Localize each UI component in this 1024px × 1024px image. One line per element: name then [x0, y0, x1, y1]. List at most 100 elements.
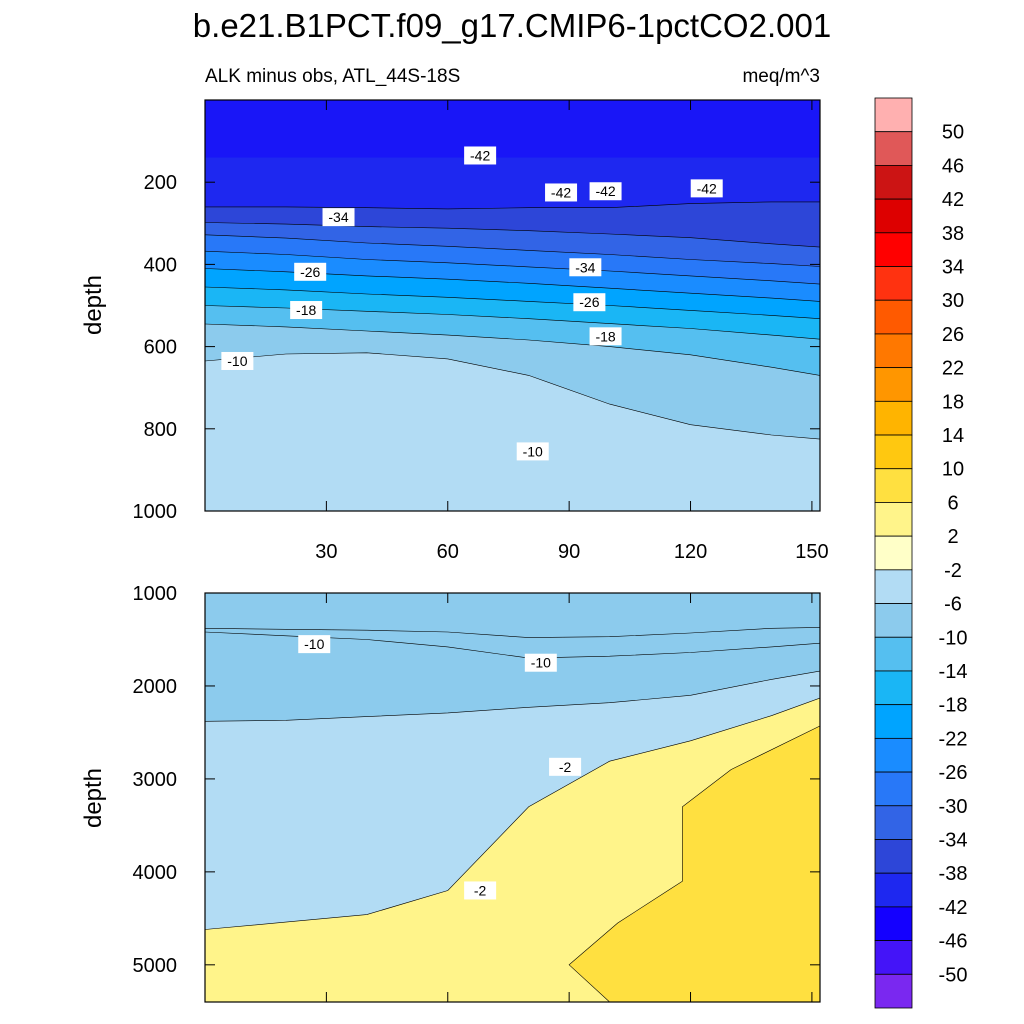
contour-label-text: -2 — [559, 759, 572, 775]
colorbar-label: 22 — [942, 358, 964, 380]
colorbar-label: -34 — [939, 829, 968, 851]
contour-label-text: -42 — [595, 183, 615, 199]
contour-label-text: -18 — [595, 328, 615, 344]
y-tick-label: 800 — [144, 419, 177, 441]
colorbar-swatch — [874, 569, 913, 604]
contour-fill-band — [205, 100, 820, 209]
contour-label: -34 — [569, 258, 602, 277]
contour-label: -42 — [464, 146, 497, 165]
colorbar-label: -14 — [939, 661, 968, 683]
colorbar-swatch — [874, 468, 913, 503]
y-tick-label: 1000 — [133, 583, 178, 605]
contour-label-text: -42 — [551, 184, 571, 200]
contour-label: -34 — [322, 208, 355, 227]
y-tick-label: 600 — [144, 337, 177, 359]
contour-line — [205, 697, 820, 930]
contour-fill-band — [205, 100, 820, 158]
colorbar-label: -18 — [939, 695, 968, 717]
contour-label: -10 — [524, 653, 557, 672]
contour-label-text: -18 — [296, 302, 316, 318]
colorbar-label: 26 — [942, 324, 964, 346]
lower-contour-fills — [205, 593, 820, 1002]
colorbar-swatch — [874, 805, 913, 840]
y-tick-label: 1000 — [133, 501, 178, 523]
colorbar: 50 46 42 38 34 30 26 22 18 14 10 6 2 -2 -6 -10 -14 -18 -22… — [874, 97, 968, 1009]
colorbar-swatch — [874, 502, 913, 537]
upper-panel-left-title: ALK minus obs, ATL_44S-18S — [205, 66, 460, 87]
contour-label-text: -10 — [523, 443, 543, 459]
contour-label-text: -26 — [579, 294, 599, 310]
contour-line — [205, 670, 820, 722]
upper-contour-labels: -42 -42 -42 -42 -34 -34 -26 -26 -18 -18 -10 -10 — [221, 146, 723, 461]
upper-axis-ticks: 200 400 600 800 1000 30 60 90 120 150 — [133, 100, 829, 563]
colorbar-swatch — [874, 737, 913, 773]
figure-title: b.e21.B1PCT.f09_g17.CMIP6-1pctCO2.001 — [193, 7, 831, 44]
contour-line — [205, 352, 820, 440]
colorbar-swatch — [874, 266, 913, 301]
upper-contour-fills — [205, 100, 820, 511]
contour-line — [205, 222, 820, 248]
colorbar-label: -42 — [939, 897, 968, 919]
colorbar-label: -22 — [939, 728, 968, 750]
contour-label-text: -2 — [474, 882, 487, 898]
colorbar-swatch — [874, 771, 913, 807]
colorbar-swatch — [874, 97, 913, 133]
contour-label-text: -26 — [300, 264, 320, 280]
colorbar-label: 34 — [942, 257, 964, 279]
contour-line — [205, 323, 820, 376]
contour-line — [568, 725, 820, 1002]
colorbar-label: 38 — [942, 223, 964, 245]
contour-fill-band — [569, 725, 820, 1002]
colorbar-label: 6 — [947, 492, 958, 514]
contour-label-text: -42 — [697, 180, 717, 196]
contour-label: -10 — [221, 351, 254, 370]
colorbar-label: -30 — [939, 796, 968, 818]
contour-line — [205, 201, 820, 210]
colorbar-swatch — [874, 333, 913, 369]
lower-plot-frame — [204, 592, 821, 1003]
colorbar-label: -50 — [939, 964, 968, 986]
lower-y-axis-label: depth — [80, 768, 107, 828]
colorbar-swatch — [874, 636, 913, 672]
upper-contour-lines — [205, 201, 820, 440]
contour-label: -18 — [589, 327, 622, 346]
colorbar-swatch — [874, 165, 913, 200]
contour-label: -2 — [549, 757, 582, 776]
colorbar-swatch — [874, 131, 913, 166]
colorbar-swatch — [874, 872, 913, 908]
colorbar-swatch — [874, 232, 913, 267]
contour-label: -42 — [690, 179, 723, 198]
contour-label-text: -34 — [575, 259, 595, 275]
contour-label-text: -10 — [304, 636, 324, 652]
colorbar-swatch — [874, 603, 913, 638]
contour-label: -42 — [545, 183, 578, 202]
y-tick-label: 400 — [144, 254, 177, 276]
colorbar-label: 10 — [942, 459, 964, 481]
upper-panel: ALK minus obs, ATL_44S-18S meq/m^3 -42-4… — [80, 66, 829, 563]
y-tick-label: 3000 — [133, 769, 178, 791]
x-tick-label: 150 — [795, 541, 828, 563]
colorbar-label: 18 — [942, 391, 964, 413]
contour-line — [205, 234, 820, 267]
colorbar-swatch — [874, 839, 913, 874]
y-tick-label: 200 — [144, 172, 177, 194]
y-tick-label: 2000 — [133, 676, 178, 698]
y-tick-label: 4000 — [133, 862, 178, 884]
colorbar-swatch — [874, 670, 913, 706]
contour-label: -42 — [589, 182, 622, 201]
colorbar-swatch — [874, 400, 913, 436]
colorbar-swatch — [874, 434, 913, 470]
x-tick-label: 30 — [315, 541, 337, 563]
x-tick-label: 60 — [437, 541, 459, 563]
colorbar-label: 14 — [942, 425, 964, 447]
upper-plot-frame — [204, 99, 821, 512]
colorbar-label: -38 — [939, 863, 968, 885]
colorbar-label: 50 — [942, 122, 964, 144]
contour-label: -26 — [573, 293, 606, 312]
colorbar-swatch — [874, 198, 913, 234]
lower-panel: -10 -10 -2 -2 1000 2000 3000 4000 5000 depth — [80, 583, 821, 1003]
x-tick-label: 120 — [674, 541, 707, 563]
colorbar-label: -10 — [939, 627, 968, 649]
colorbar-swatch — [874, 973, 913, 1009]
